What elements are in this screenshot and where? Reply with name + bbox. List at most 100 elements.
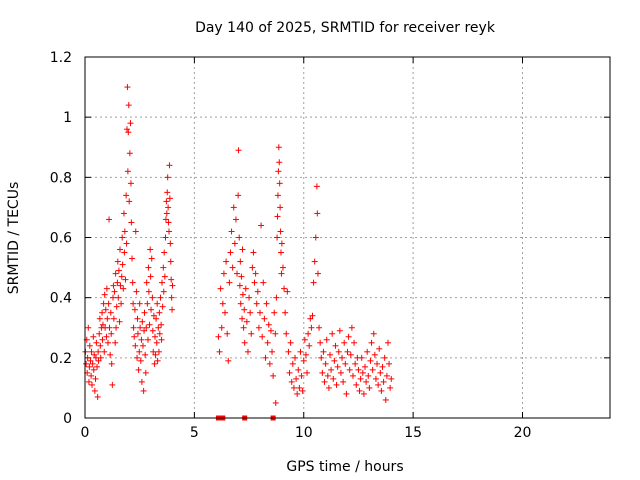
data-point: [228, 228, 235, 235]
data-point: [167, 258, 174, 265]
data-point: [323, 336, 330, 343]
data-point: [223, 258, 230, 265]
x-tick-label: 0: [81, 425, 90, 441]
data-point: [237, 258, 244, 265]
data-point: [137, 357, 144, 364]
data-point: [344, 348, 351, 355]
data-point: [261, 315, 268, 322]
data-point: [106, 216, 113, 223]
data-point: [331, 357, 338, 364]
data-point: [358, 354, 365, 361]
data-point: [104, 339, 111, 346]
y-tick-label: 0.4: [50, 291, 72, 307]
data-point: [152, 351, 159, 358]
data-point: [290, 384, 297, 391]
data-point: [166, 162, 173, 169]
data-point: [147, 273, 154, 280]
data-point: [308, 324, 315, 331]
data-point: [235, 147, 242, 154]
y-tick-label: 0: [63, 411, 72, 427]
data-point: [139, 318, 146, 325]
data-point: [278, 249, 284, 256]
data-point: [376, 345, 383, 352]
data-point: [270, 372, 277, 379]
data-point: [160, 288, 167, 295]
data-point: [332, 342, 339, 349]
data-point: [352, 360, 359, 367]
data-point: [97, 342, 104, 349]
data-point: [283, 330, 290, 337]
data-point: [322, 360, 329, 367]
data-point: [229, 264, 236, 271]
x-tick-label: 15: [404, 425, 422, 441]
data-point: [236, 234, 243, 241]
data-point: [121, 228, 128, 235]
data-point: [120, 210, 127, 217]
data-point: [306, 342, 313, 349]
data-point: [355, 366, 362, 373]
data-point: [114, 279, 121, 286]
data-point: [301, 336, 308, 343]
data-point: [222, 309, 228, 316]
data-point: [335, 348, 342, 355]
data-point: [140, 387, 147, 394]
data-point: [95, 348, 102, 355]
plot-frame: [84, 56, 611, 419]
data-point: [264, 339, 271, 346]
data-point: [162, 234, 169, 241]
data-point: [161, 273, 168, 280]
data-point: [217, 285, 224, 292]
data-point: [102, 306, 109, 313]
tick-labels: 0 5 10 15 20 0 0.2 0.4 0.6 0.8 1 1.2: [50, 50, 532, 441]
data-point: [241, 306, 248, 313]
data-point: [317, 339, 324, 346]
data-point: [313, 183, 320, 190]
data-point: [297, 348, 304, 355]
data-point: [316, 324, 323, 331]
data-point: [136, 300, 143, 307]
data-point: [155, 348, 162, 355]
data-point: [278, 270, 285, 277]
data-point: [162, 216, 169, 223]
data-point: [353, 381, 360, 388]
data-points: [82, 84, 395, 421]
data-point: [100, 300, 107, 307]
data-point: [169, 282, 176, 289]
data-point: [142, 351, 149, 358]
data-point: [237, 300, 244, 307]
data-point: [85, 324, 92, 331]
data-point: [276, 159, 283, 166]
data-point: [167, 240, 174, 247]
data-point: [154, 300, 161, 307]
data-point: [89, 360, 96, 367]
data-point: [159, 279, 165, 286]
data-point: [235, 192, 242, 199]
data-point: [118, 300, 125, 307]
data-point: [105, 300, 112, 307]
data-point: [231, 240, 238, 247]
data-point: [132, 342, 139, 349]
data-point: [141, 327, 148, 334]
data-point: [254, 288, 261, 295]
data-point: [302, 351, 309, 358]
data-point: [266, 360, 273, 367]
data-point: [95, 357, 102, 364]
data-point: [124, 168, 131, 175]
data-point: [85, 378, 92, 385]
data-point: [262, 354, 269, 361]
y-tick-label: 0.8: [50, 170, 72, 186]
data-point: [91, 387, 98, 394]
data-point: [356, 387, 363, 394]
data-point: [282, 309, 289, 316]
data-point: [220, 270, 227, 277]
data-point: [123, 192, 130, 199]
data-point: [244, 348, 251, 355]
data-point: [276, 180, 283, 187]
data-point: [159, 303, 166, 310]
data-point: [164, 189, 171, 196]
data-point: [107, 351, 114, 358]
data-point: [367, 357, 374, 364]
data-point: [126, 150, 133, 157]
data-point: [295, 366, 302, 373]
